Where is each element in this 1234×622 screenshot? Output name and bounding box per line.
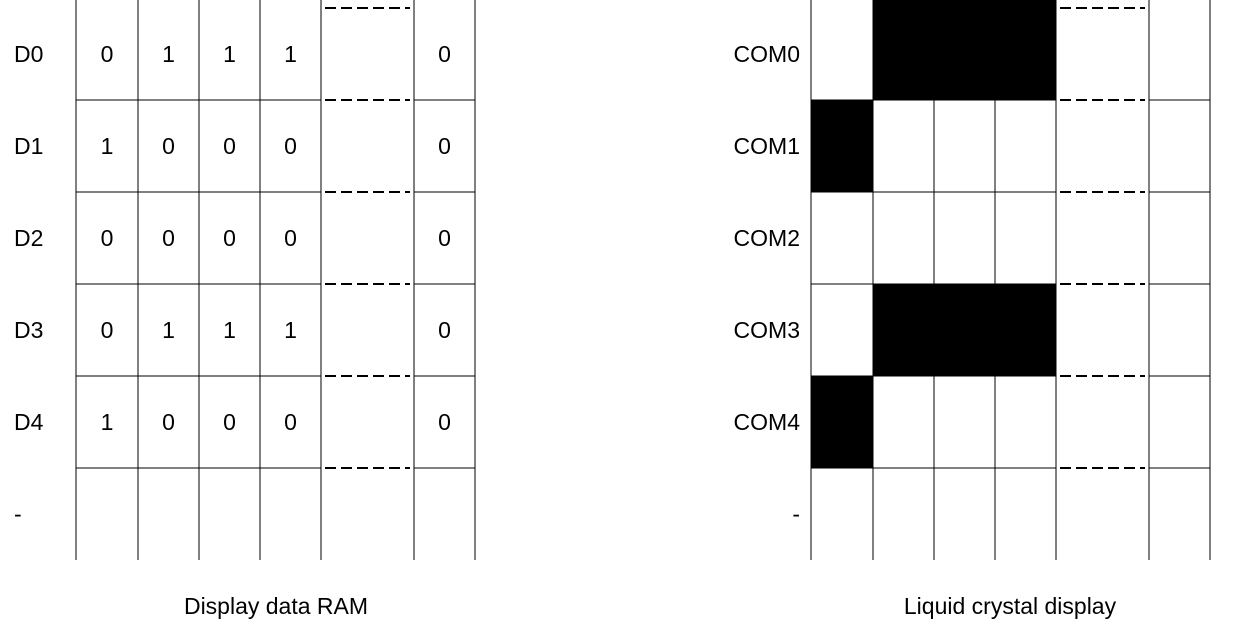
liquid-crystal-display-caption: Liquid crystal display — [904, 593, 1117, 619]
ram-bit-cell: 0 — [438, 41, 451, 67]
ram-bit-cell: 1 — [223, 317, 236, 343]
ram-bit-cell: 0 — [223, 225, 236, 251]
ram-bit-cell: 1 — [101, 133, 114, 159]
ram-bit-cell: 0 — [284, 409, 297, 435]
ram-bit-cell: 0 — [101, 317, 114, 343]
ram-bit-cell: 0 — [223, 409, 236, 435]
ram-bit-cell: 0 — [101, 225, 114, 251]
ram-row-label: D0 — [14, 41, 43, 67]
lcd-pixel-on — [995, 0, 1056, 100]
ram-bit-cell: 0 — [284, 133, 297, 159]
ram-bit-cell: 0 — [438, 133, 451, 159]
lcd-pixel-on — [873, 284, 934, 376]
lcd-pixel-on — [995, 284, 1056, 376]
ram-row-label: D4 — [14, 409, 44, 435]
ram-row-label: D1 — [14, 133, 43, 159]
ram-bit-cell: 0 — [223, 133, 236, 159]
lcd-pixel-on — [811, 376, 873, 468]
liquid-crystal-display-panel: COM0 COM1 COM2 COM3 COM4 - — [734, 0, 1211, 560]
lcd-com-label: - — [792, 501, 800, 527]
ram-bit-cell: 0 — [284, 225, 297, 251]
ram-bit-cell: 1 — [162, 317, 175, 343]
lcd-pixel-on — [934, 0, 995, 100]
ram-bit-cell: 0 — [438, 225, 451, 251]
display-data-ram-caption: Display data RAM — [184, 593, 368, 619]
lcd-pixel-on — [873, 0, 934, 100]
lcd-com-label: COM4 — [734, 409, 801, 435]
ram-bit-cell: 0 — [162, 225, 175, 251]
lcd-com-label: COM1 — [734, 133, 800, 159]
ram-bit-cell: 0 — [162, 409, 175, 435]
ram-bit-cell: 1 — [284, 317, 297, 343]
lcd-com-label: COM2 — [734, 225, 800, 251]
ram-bit-cell: 1 — [101, 409, 114, 435]
display-data-ram-panel: D0 D1 D2 D3 D4 - 0 1 1 1 0 1 0 0 0 0 0 0 0 0 0 0 1 1 1 0 1 0 0 0 0 — [14, 0, 476, 560]
ram-bit-cell: 1 — [284, 41, 297, 67]
ram-row-label: - — [14, 501, 22, 527]
lcd-com-label: COM0 — [734, 41, 800, 67]
ram-bit-cell: 0 — [438, 317, 451, 343]
lcd-pixel-on — [934, 284, 995, 376]
lcd-pixel-on — [811, 100, 873, 192]
ram-bit-cell: 0 — [438, 409, 451, 435]
ram-row-label: D3 — [14, 317, 43, 343]
ram-bit-cell: 0 — [162, 133, 175, 159]
lcd-com-label: COM3 — [734, 317, 800, 343]
ram-bit-cell: 0 — [101, 41, 114, 67]
ram-row-label: D2 — [14, 225, 43, 251]
ram-bit-cell: 1 — [223, 41, 236, 67]
ram-bit-cell: 1 — [162, 41, 175, 67]
